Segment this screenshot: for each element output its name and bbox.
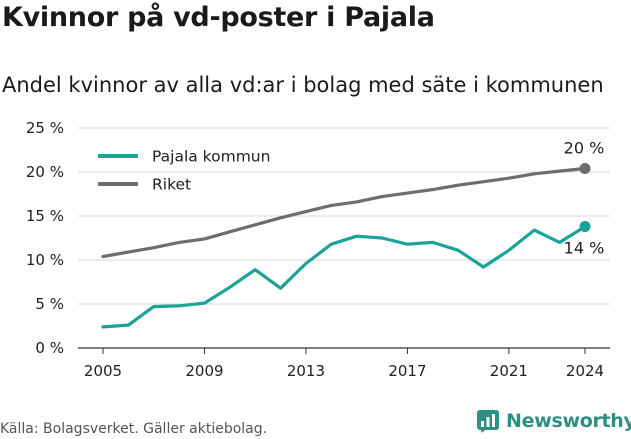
brand-name: Newsworthy (506, 410, 631, 432)
end-label-riket: 20 % (564, 138, 605, 157)
end-point-riket (579, 162, 591, 174)
newsworthy-logo-icon (477, 410, 499, 433)
chart-subtitle: Andel kvinnor av alla vd:ar i bolag med … (2, 73, 604, 97)
brand-logo[interactable]: Newsworthy (476, 408, 631, 434)
end-point-pajala-kommun (579, 221, 591, 233)
gridlines (78, 127, 610, 349)
y-tick-label: 0 % (35, 339, 64, 357)
x-tick-label: 2024 (566, 362, 604, 380)
y-tick-label: 10 % (26, 251, 64, 269)
series-line-riket (101, 166, 587, 259)
x-tick-label: 2021 (490, 362, 528, 380)
series-line-pajala-kommun (101, 225, 587, 329)
y-tick-label: 25 % (26, 119, 64, 137)
y-tick-label: 20 % (26, 163, 64, 181)
y-tick-label: 5 % (35, 295, 64, 313)
end-label-pajala-kommun: 14 % (564, 239, 605, 258)
x-tick-label: 2013 (287, 362, 325, 380)
legend: Pajala kommun Riket (98, 148, 270, 194)
y-tick-label: 15 % (26, 207, 64, 225)
chart-title: Kvinnor på vd-poster i Pajala (2, 2, 435, 33)
x-tick-label: 2005 (84, 362, 122, 380)
line-chart: 0 % 5 % 10 % 15 % 20 % 25 % 2005 2009 2013 2017 20… (26, 119, 610, 380)
series-lines: 14 % 20 % (101, 138, 605, 329)
source-note: Källa: Bolagsverket. Gäller aktiebolag. (0, 421, 268, 437)
x-tick-label: 2009 (185, 362, 223, 380)
legend-label: Pajala kommun (152, 148, 270, 166)
legend-label: Riket (152, 176, 191, 194)
x-tick-label: 2017 (388, 362, 426, 380)
axes: 0 % 5 % 10 % 15 % 20 % 25 % 2005 2009 2013 2017 20… (26, 119, 604, 380)
